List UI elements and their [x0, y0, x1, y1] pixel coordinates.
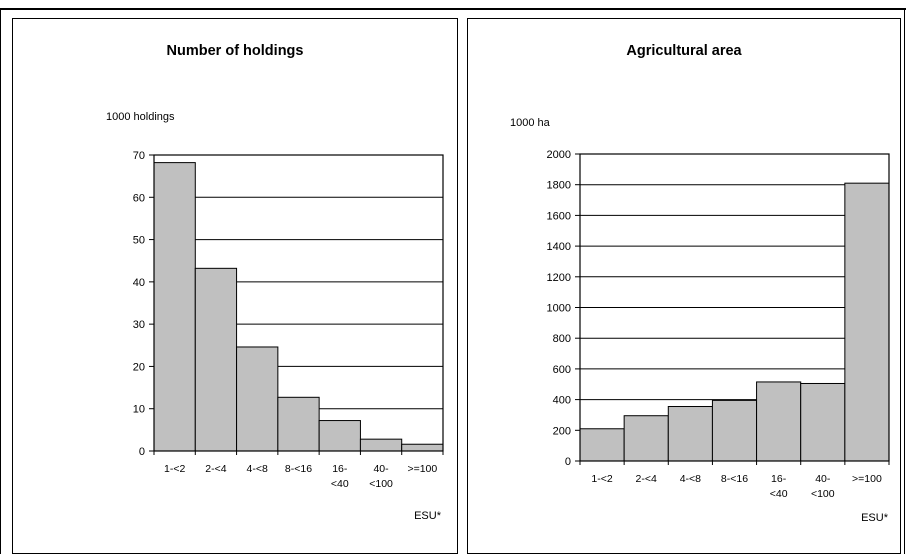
- bar: [579, 428, 625, 462]
- x-tick-label: 8-<16: [285, 463, 312, 475]
- y-tick-label: 30: [133, 319, 145, 331]
- x-axis-unit-label: ESU*: [414, 510, 442, 522]
- bar: [844, 182, 890, 462]
- agricultural-area-chart: Agricultural area 1000 ha ESU* 0 200 400 60…: [510, 43, 890, 524]
- y-tick-label: 0: [139, 446, 145, 458]
- y-tick-label: 60: [133, 192, 145, 204]
- plot-area-frame: [153, 154, 444, 452]
- y-axis-unit-label: 1000 ha: [510, 117, 551, 129]
- bar: [623, 415, 669, 462]
- y-tick-label: 2000: [547, 149, 571, 161]
- bar: [277, 396, 320, 452]
- y-tick-label: 50: [133, 235, 145, 247]
- x-tick-label: 2-<4: [205, 463, 226, 475]
- y-tick-label: 400: [553, 395, 571, 407]
- y-tick-label: 1800: [547, 180, 571, 192]
- y-tick-label: 40: [133, 277, 145, 289]
- outer-frame-top: [0, 8, 906, 10]
- x-tick-label: 4-<8: [680, 473, 701, 485]
- x-tick-label: 16-<40: [770, 473, 788, 500]
- x-tick-label: 1-<2: [591, 473, 612, 485]
- bar: [318, 420, 361, 452]
- area-chart-panel: Agricultural area 1000 ha ESU* 0 200 400 60…: [467, 18, 901, 554]
- x-tick-label: >=100: [407, 463, 437, 475]
- x-tick-label: >=100: [852, 473, 882, 485]
- outer-frame-right: [904, 8, 905, 554]
- y-tick-label: 70: [133, 150, 145, 162]
- x-axis-unit-label: ESU*: [861, 512, 889, 524]
- x-tick-label: 4-<8: [247, 463, 268, 475]
- bar: [194, 267, 238, 452]
- x-tick-label: 16-<40: [331, 463, 349, 490]
- x-tick-label: 8-<16: [721, 473, 748, 485]
- y-tick-label: 1200: [547, 272, 571, 284]
- x-tick-label: 2-<4: [636, 473, 657, 485]
- y-tick-label: 0: [565, 456, 571, 468]
- outer-frame-left: [0, 8, 1, 554]
- y-tick-label: 800: [553, 333, 571, 345]
- y-tick-label: 20: [133, 361, 145, 373]
- holdings-chart: Number of holdings 1000 holdings ESU* 0 1…: [106, 43, 444, 522]
- chart-title: Agricultural area: [626, 43, 742, 59]
- y-tick-label: 200: [553, 425, 571, 437]
- x-tick-label: 1-<2: [164, 463, 185, 475]
- y-tick-label: 10: [133, 404, 145, 416]
- y-tick-label: 1000: [547, 303, 571, 315]
- bar: [359, 438, 403, 452]
- bar: [756, 381, 802, 462]
- y-tick-label: 1600: [547, 210, 571, 222]
- bar: [711, 399, 758, 462]
- bar: [800, 382, 846, 462]
- bar: [667, 406, 713, 462]
- bar: [153, 162, 196, 452]
- y-tick-label: 600: [553, 364, 571, 376]
- y-axis-unit-label: 1000 holdings: [106, 111, 175, 123]
- plot-area-frame: [579, 153, 890, 462]
- chart-title: Number of holdings: [167, 43, 304, 59]
- y-tick-label: 1400: [547, 241, 571, 253]
- x-tick-label: 40-<100: [811, 473, 835, 500]
- bar: [236, 346, 279, 452]
- x-tick-label: 40-<100: [369, 463, 393, 490]
- holdings-chart-panel: Number of holdings 1000 holdings ESU* 0 1…: [12, 18, 458, 554]
- bar: [401, 443, 444, 452]
